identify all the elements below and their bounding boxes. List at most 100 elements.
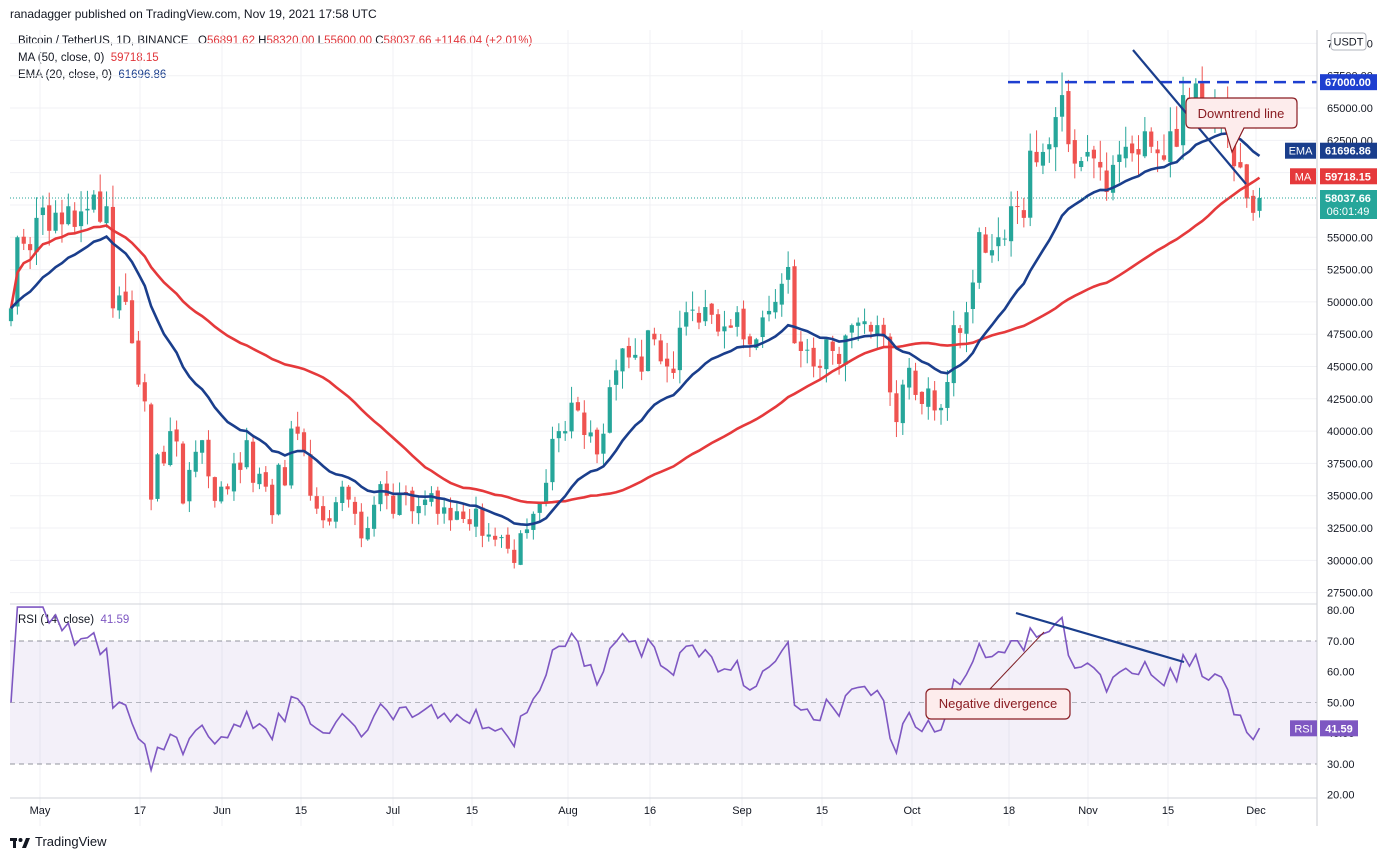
candle-body — [295, 426, 300, 434]
candle-body — [856, 322, 861, 326]
ema-tag: EMA — [1289, 146, 1314, 158]
rsi-label: RSI (14, close) — [18, 614, 95, 626]
candle-body — [499, 537, 504, 539]
candle-body — [314, 496, 319, 509]
time-axis[interactable]: May 17 Jun 15 Jul 15 Aug 16 Sep 15 Oct 18 Nov 15 Dec — [30, 805, 1267, 817]
candle-body — [155, 454, 160, 499]
candle-body — [582, 412, 587, 435]
change-value: +1146.04 (+2.01%) — [434, 35, 533, 47]
candle-body — [1091, 149, 1096, 159]
candle-body — [378, 484, 383, 505]
candles — [8, 66, 1262, 569]
candle-body — [556, 431, 561, 439]
candle-body — [1257, 198, 1262, 211]
candle-body — [467, 519, 472, 525]
rsi-line — [10, 606, 1261, 774]
rsi-tick-label: 30.00 — [1327, 759, 1355, 771]
time-tick-label: 15 — [816, 805, 828, 817]
candle-body — [862, 321, 867, 325]
rsi-tick-label: 60.00 — [1327, 667, 1355, 679]
candle-body — [964, 312, 969, 334]
currency-button[interactable]: USDT — [1330, 32, 1367, 51]
candle-body — [945, 382, 950, 408]
svg-text:59718.15: 59718.15 — [1325, 171, 1371, 183]
candle-body — [1079, 161, 1084, 168]
time-tick-label: Aug — [558, 805, 578, 817]
time-tick-label: Jun — [213, 805, 231, 817]
candle-body — [881, 324, 886, 337]
candle-body — [1059, 95, 1065, 117]
candle-body — [359, 511, 364, 539]
candle-body — [21, 236, 26, 244]
time-tick-label: Jul — [386, 805, 400, 817]
candle-body — [665, 358, 670, 367]
tradingview-logo[interactable]: TradingView — [10, 834, 107, 849]
candle-body — [1244, 164, 1249, 199]
svg-text:41.59: 41.59 — [1325, 723, 1353, 735]
candle-body — [193, 451, 198, 472]
candle-body — [1155, 149, 1160, 154]
last-price-label: 58037.66 06:01:49 — [1320, 190, 1377, 220]
candle-body — [416, 506, 421, 514]
candle-body — [346, 486, 351, 500]
symbol-legend: Bitcoin / TetherUS, 1D, BINANCE O56891.6… — [18, 35, 533, 47]
candle-body — [1047, 144, 1052, 150]
candle-body — [110, 206, 116, 309]
divergence-line[interactable] — [1015, 611, 1185, 664]
candle-body — [276, 464, 281, 515]
candle-body — [766, 310, 772, 315]
candle-body — [900, 384, 905, 424]
candle-body — [365, 528, 370, 540]
candle-body — [932, 390, 937, 411]
candle-body — [626, 345, 631, 358]
high-value: 58320.00 — [266, 35, 315, 47]
candle-body — [104, 206, 109, 224]
candle-body — [391, 495, 396, 514]
ema-value: 61696.86 — [118, 69, 167, 81]
candle-body — [817, 365, 823, 368]
price-tick-label: 45000.00 — [1327, 362, 1373, 374]
rsi-legend[interactable]: RSI (14, close) 41.59 — [18, 614, 129, 626]
rsi-tick-label: 20.00 — [1327, 790, 1355, 802]
candle-body — [180, 443, 186, 504]
candle-body — [493, 535, 498, 540]
low-value: 55600.00 — [324, 35, 373, 47]
publisher-line: ranadagger published on TradingView.com,… — [10, 7, 377, 21]
downtrend-callout[interactable]: Downtrend line — [1185, 97, 1298, 154]
candle-body — [461, 511, 466, 520]
price-tick-label: 30000.00 — [1327, 555, 1373, 567]
price-tick-label: 65000.00 — [1327, 103, 1373, 115]
candle-body — [531, 513, 536, 530]
candle-body — [524, 529, 530, 534]
candle-body — [913, 370, 918, 395]
candle-body — [384, 483, 389, 496]
time-tick-label: Oct — [903, 805, 920, 817]
candle-body — [136, 340, 141, 385]
candle-body — [594, 429, 600, 455]
candle-body — [480, 507, 485, 536]
open-value: 56891.62 — [207, 35, 255, 47]
time-tick-label: 18 — [1003, 805, 1015, 817]
divergence-callout[interactable]: Negative divergence — [925, 688, 1071, 720]
candle-body — [690, 309, 695, 311]
price-axis[interactable]: 70000.0067500.0065000.0062500.0060000.00… — [1327, 38, 1373, 599]
candle-body — [696, 312, 702, 323]
candle-body — [72, 210, 77, 227]
brand-name: TradingView — [35, 834, 107, 849]
candle-body — [550, 438, 555, 483]
symbol-name[interactable]: Bitcoin / TetherUS, 1D, BINANCE — [18, 35, 189, 47]
candle-body — [588, 432, 593, 437]
candle-body — [321, 506, 326, 521]
candle-body — [1040, 151, 1046, 166]
price-tick-label: 32500.00 — [1327, 523, 1373, 535]
candle-body — [645, 330, 651, 372]
candle-body — [473, 508, 479, 527]
candle-body — [1021, 210, 1026, 218]
ema-legend[interactable]: EMA (20, close, 0) 61696.86 — [18, 69, 166, 81]
candle-body — [8, 308, 14, 322]
candle-body — [1142, 131, 1147, 157]
candle-body — [1008, 206, 1014, 242]
candle-body — [703, 307, 708, 322]
